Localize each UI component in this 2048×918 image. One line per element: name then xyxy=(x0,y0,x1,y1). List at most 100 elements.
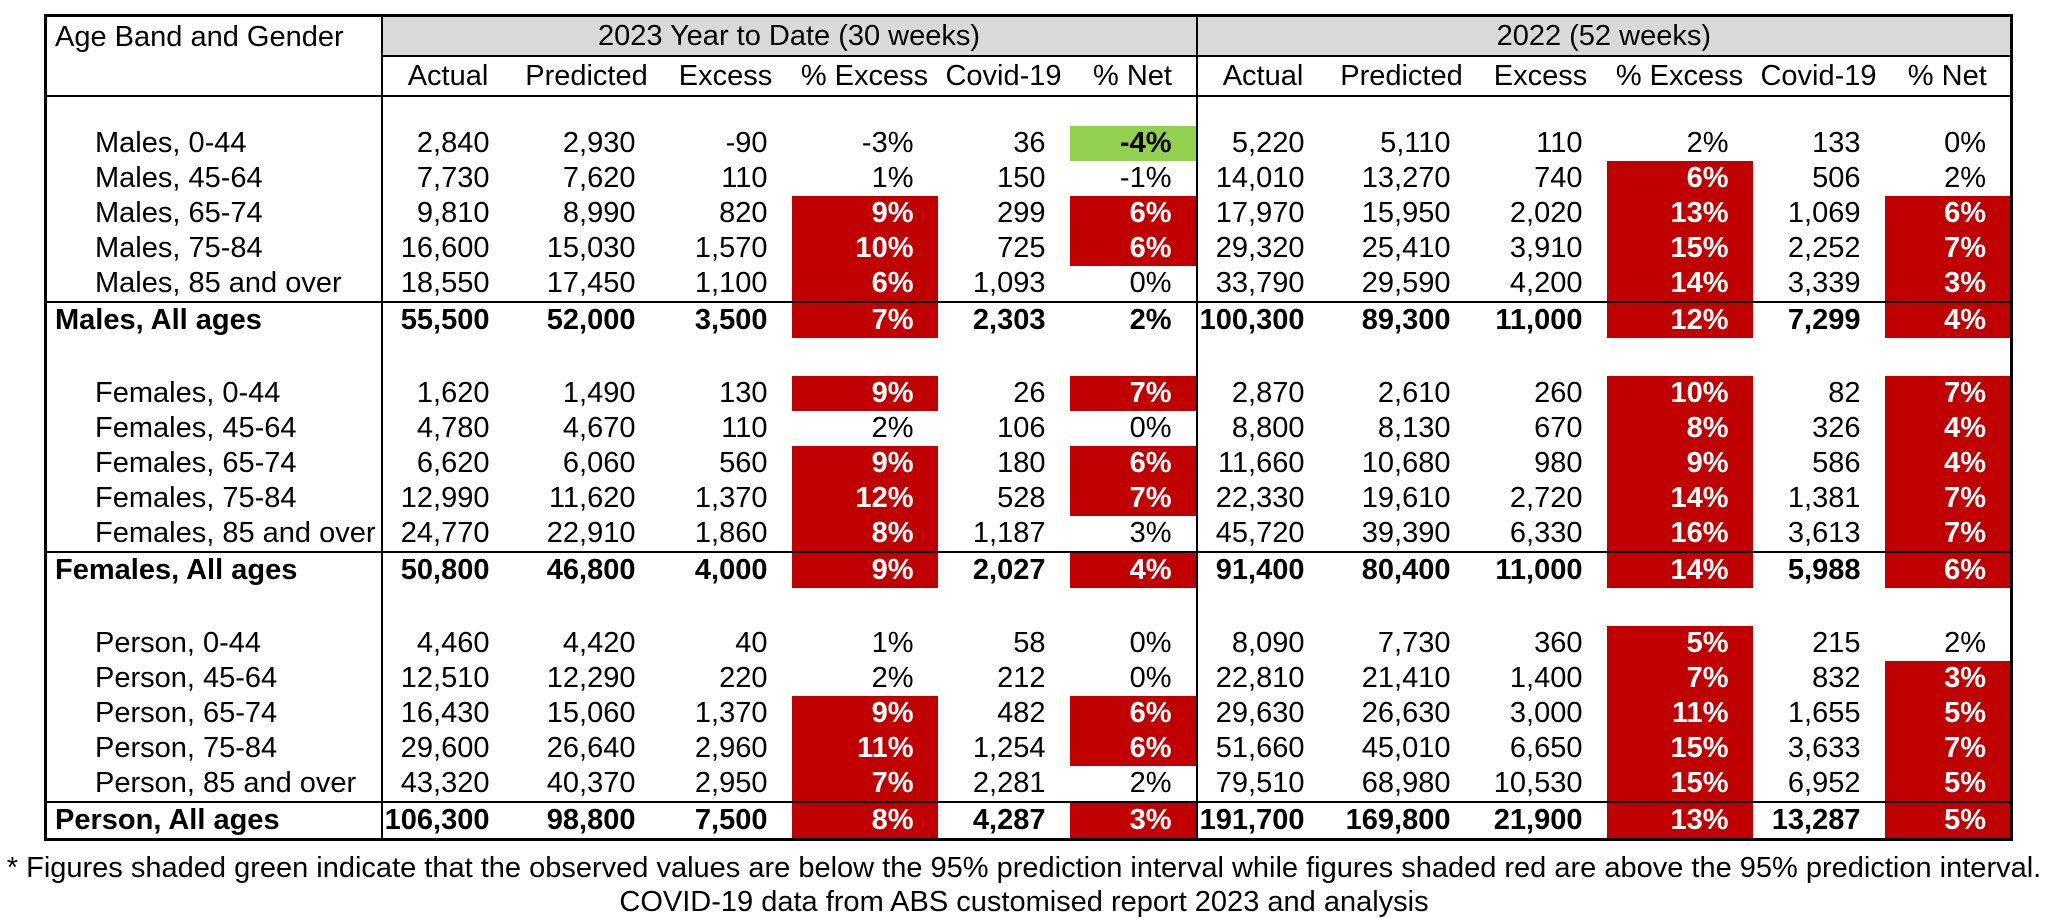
spacer-cell xyxy=(514,96,660,126)
cell-2022-net: 3% xyxy=(1884,266,2012,302)
cell-2023-covid-19: 2,281 xyxy=(972,767,1046,799)
cell-2022-predicted: 39,390 xyxy=(1361,517,1451,549)
cell-2023-predicted: 98,800 xyxy=(513,801,660,840)
cell-2023-actual: 12,510 xyxy=(400,662,490,694)
spacer-cell xyxy=(1753,588,1885,626)
cell-2022-excess: 3,000 xyxy=(1509,697,1583,729)
cell-2022-actual: 11,660 xyxy=(1217,447,1305,479)
cell-2022-covid-19: 82 xyxy=(1828,377,1861,409)
spacer-cell xyxy=(938,338,1070,376)
cell-2023-net: 0% xyxy=(1069,626,1198,661)
row-label: Females, All ages xyxy=(45,551,383,588)
cell-2022-covid-19: 1,069 xyxy=(1787,197,1861,229)
table-row-person-75-84: Person, 75-84 29,600 26,640 2,960 11% 1,254 6%… xyxy=(45,731,2012,766)
spacer-cell xyxy=(382,588,514,626)
cell-2022-actual: 29,630 xyxy=(1215,697,1305,729)
cell-2022-net: 7% xyxy=(1884,516,2012,552)
cell-2023-net: 0% xyxy=(1069,266,1198,302)
row-label: Person, 0-44 xyxy=(45,626,383,661)
cell-2022-excess: 260 xyxy=(1534,377,1583,409)
cell-2022-excess: 2,720 xyxy=(1509,482,1583,514)
row-label: Person, 85 and over xyxy=(45,766,383,802)
cell-2023-covid-19: 180 xyxy=(997,447,1046,479)
cell-2022-covid-19: 13,287 xyxy=(1752,801,1885,840)
cell-2023-actual: 9,810 xyxy=(416,197,490,229)
row-label: Females, 45-64 xyxy=(45,411,383,446)
cell-2023-excess: 1% xyxy=(871,162,914,194)
spacer-cell xyxy=(792,96,938,126)
spacer-cell xyxy=(45,338,383,376)
cell-2023-excess: 1,860 xyxy=(694,517,768,549)
column-header-2022-excess: % Excess xyxy=(1606,56,1753,97)
cell-2023-excess: 9% xyxy=(791,376,938,411)
spacer-row xyxy=(45,96,2012,126)
table-row-person-45-64: Person, 45-64 12,510 12,290 220 2% 212 0% 22,81… xyxy=(45,661,2012,696)
excess-mortality-table: Age Band and Gender 2023 Year to Date (3… xyxy=(44,14,2014,841)
cell-2022-covid-19: 6,952 xyxy=(1787,767,1861,799)
spacer-cell xyxy=(1885,588,2012,626)
row-label: Person, 65-74 xyxy=(45,696,383,731)
row-label: Males, 65-74 xyxy=(45,196,383,231)
cell-2023-excess: 7% xyxy=(791,301,938,338)
cell-2022-net: 6% xyxy=(1884,551,2012,588)
cell-2022-net: 7% xyxy=(1884,376,2012,411)
cell-2023-actual: 16,600 xyxy=(400,232,490,264)
spacer-cell xyxy=(1475,588,1607,626)
cell-2022-predicted: 89,300 xyxy=(1328,301,1475,338)
cell-2022-net: 5% xyxy=(1884,766,2012,802)
cell-2023-covid-19: 1,254 xyxy=(972,732,1046,764)
row-label: Males, 0-44 xyxy=(45,126,383,161)
cell-2022-excess: 8% xyxy=(1606,411,1753,446)
row-label: Females, 0-44 xyxy=(45,376,383,411)
cell-2022-actual: 17,970 xyxy=(1215,197,1305,229)
cell-2022-predicted: 19,610 xyxy=(1361,482,1451,514)
cell-2023-excess: 1,100 xyxy=(694,267,768,299)
cell-2023-excess: 9% xyxy=(791,446,938,481)
cell-2022-actual: 5,220 xyxy=(1231,127,1305,159)
cell-2023-actual: 4,460 xyxy=(416,627,490,659)
cell-2022-predicted: 80,400 xyxy=(1328,551,1475,588)
footnote-shading-legend: * Figures shaded green indicate that the… xyxy=(6,852,2042,884)
cell-2022-excess: 12% xyxy=(1606,301,1753,338)
cell-2022-actual: 14,010 xyxy=(1215,162,1305,194)
cell-2022-predicted: 45,010 xyxy=(1361,732,1451,764)
spacer-cell xyxy=(660,588,792,626)
cell-2023-excess: 7% xyxy=(791,766,938,802)
cell-2022-covid-19: 1,655 xyxy=(1787,697,1861,729)
cell-2022-covid-19: 5,988 xyxy=(1752,551,1885,588)
cell-2022-covid-19: 7,299 xyxy=(1752,301,1885,338)
spacer-cell xyxy=(1753,338,1885,376)
cell-2023-excess: 7,500 xyxy=(659,801,792,840)
spacer-cell xyxy=(1329,338,1475,376)
cell-2023-predicted: 17,450 xyxy=(546,267,636,299)
cell-2022-actual: 191,700 xyxy=(1196,801,1329,840)
cell-2023-excess: 110 xyxy=(721,162,768,194)
cell-2022-excess: 7% xyxy=(1606,661,1753,696)
cell-2022-excess: 6,650 xyxy=(1509,732,1583,764)
cell-2022-predicted: 2,610 xyxy=(1377,377,1451,409)
spacer-cell xyxy=(382,96,514,126)
cell-2023-actual: 4,780 xyxy=(416,412,490,444)
cell-2023-predicted: 12,290 xyxy=(546,662,636,694)
spacer-cell xyxy=(1197,96,1329,126)
row-label: Males, 45-64 xyxy=(45,161,383,196)
table-row-females-all-ages: Females, All ages 50,800 46,800 4,000 9% 2,02… xyxy=(45,551,2012,588)
cell-2023-net: -4% xyxy=(1069,126,1198,161)
cell-2023-actual: 29,600 xyxy=(400,732,490,764)
cell-2022-excess: 14% xyxy=(1606,551,1753,588)
cell-2022-excess: 13% xyxy=(1606,801,1753,840)
cell-2022-actual: 22,810 xyxy=(1215,662,1305,694)
row-label: Females, 75-84 xyxy=(45,481,383,516)
cell-2023-actual: 12,990 xyxy=(400,482,490,514)
spacer-cell xyxy=(382,338,514,376)
cell-2022-actual: 51,660 xyxy=(1215,732,1305,764)
table-row-males-45-64: Males, 45-64 7,730 7,620 110 1% 150 -1% 14,010 1… xyxy=(45,161,2012,196)
table-row-person-85-and-over: Person, 85 and over 43,320 40,370 2,950 7% 2,… xyxy=(45,766,2012,802)
cell-2023-predicted: 15,030 xyxy=(546,232,636,264)
cell-2022-predicted: 21,410 xyxy=(1361,662,1451,694)
cell-2022-excess: 11,000 xyxy=(1474,301,1607,338)
cell-2022-actual: 45,720 xyxy=(1215,517,1305,549)
cell-2023-covid-19: 26 xyxy=(1013,377,1046,409)
table-row-females-0-44: Females, 0-44 1,620 1,490 130 9% 26 7% 2,870 2,6… xyxy=(45,376,2012,411)
cell-2022-excess: 3,910 xyxy=(1509,232,1583,264)
